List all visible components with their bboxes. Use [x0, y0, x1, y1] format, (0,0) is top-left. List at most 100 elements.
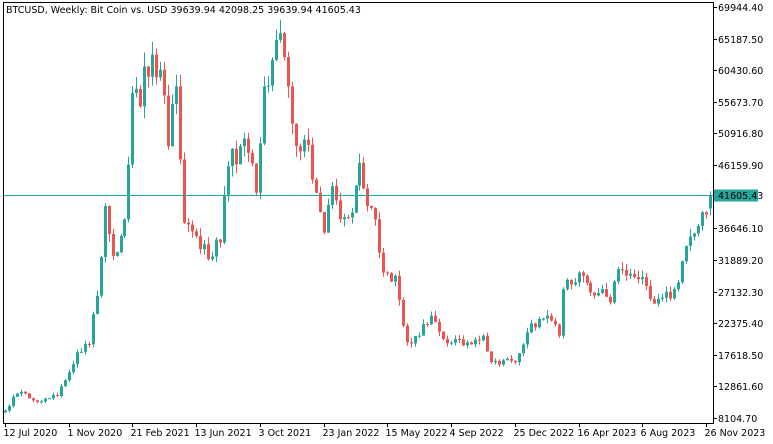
- candle-bull: [231, 148, 234, 167]
- x-tick-label: 12 Jul 2020: [4, 428, 58, 439]
- candle-bear: [187, 222, 190, 225]
- candle-bull: [64, 380, 67, 387]
- y-tick-label: 8104.70: [718, 414, 757, 425]
- candle-bear: [183, 159, 186, 223]
- candle-bear: [56, 394, 59, 397]
- candles-group: [4, 19, 712, 413]
- candle-bull: [562, 289, 565, 336]
- candle-bull: [677, 282, 680, 290]
- candle-bull: [135, 88, 138, 94]
- x-tick-label: 23 Jan 2022: [323, 428, 380, 439]
- candle-bear: [311, 144, 314, 180]
- candle-bull: [454, 338, 457, 343]
- candle-bull: [657, 298, 660, 304]
- candle-bear: [446, 338, 449, 344]
- x-tick-label: 3 Oct 2021: [259, 428, 312, 439]
- candle-bear: [386, 272, 389, 274]
- y-tick-label: 22375.40: [718, 319, 763, 330]
- candle-bull: [263, 86, 266, 144]
- candle-bear: [255, 163, 258, 193]
- candle-bear: [621, 269, 624, 271]
- candle-bear: [147, 66, 150, 77]
- x-tick-label: 13 Jun 2021: [195, 428, 252, 439]
- candle-bear: [625, 270, 628, 276]
- candle-bull: [526, 332, 529, 345]
- candle-bull: [20, 391, 23, 394]
- candle-bear: [490, 351, 493, 363]
- candle-bear: [347, 217, 350, 219]
- candle-bull: [267, 85, 270, 87]
- candle-bear: [251, 152, 254, 164]
- x-tick-label: 1 Nov 2020: [68, 428, 123, 439]
- candle-bear: [319, 192, 322, 213]
- candle-bear: [653, 299, 656, 304]
- candle-bear: [609, 296, 612, 303]
- candle-bear: [458, 338, 461, 340]
- candle-bear: [390, 273, 393, 282]
- y-tick-label: 55673.70: [718, 98, 763, 109]
- candle-bull: [104, 206, 107, 258]
- candle-bear: [88, 343, 91, 345]
- candle-bull: [271, 59, 274, 86]
- x-tick-label: 21 Feb 2021: [131, 428, 190, 439]
- candle-bear: [462, 339, 465, 346]
- candle-bull: [414, 336, 417, 344]
- candle-bull: [211, 256, 214, 260]
- candle-bear: [406, 325, 409, 343]
- candle-bear: [307, 139, 310, 145]
- candle-bear: [362, 162, 365, 189]
- candle-bull: [72, 364, 75, 373]
- candle-bull: [597, 292, 600, 296]
- candle-bear: [410, 342, 413, 344]
- candle-bull: [259, 143, 262, 193]
- candle-bull: [203, 244, 206, 250]
- candle-bull: [123, 219, 126, 236]
- x-tick-label: 6 Aug 2023: [641, 428, 696, 439]
- candle-bull: [100, 257, 103, 296]
- candle-bear: [24, 391, 27, 394]
- current-price-label: 41605.43: [718, 191, 763, 202]
- candle-bull: [617, 269, 620, 282]
- candle-bull: [327, 204, 330, 233]
- candle-bull: [52, 394, 55, 399]
- candle-bear: [295, 123, 298, 147]
- candle-bull: [143, 66, 146, 107]
- candle-bear: [163, 69, 166, 96]
- candle-bear: [370, 206, 373, 208]
- candle-bull: [40, 401, 43, 403]
- candle-bear: [219, 239, 222, 243]
- candle-bear: [554, 320, 557, 325]
- candle-bear: [558, 324, 561, 336]
- candle-bull: [275, 39, 278, 60]
- candle-bull: [578, 272, 581, 283]
- candle-bull: [80, 351, 83, 353]
- candle-bear: [179, 86, 182, 160]
- candle-bull: [613, 281, 616, 303]
- candle-bull: [215, 239, 218, 257]
- y-tick-label: 60430.60: [718, 66, 763, 77]
- candle-bear: [669, 291, 672, 299]
- x-tick-label: 15 May 2022: [386, 428, 448, 439]
- candle-bull: [601, 289, 604, 293]
- candle-bull: [351, 212, 354, 218]
- candle-bear: [382, 252, 385, 273]
- x-axis: 12 Jul 2020 1 Nov 2020 21 Feb 2021 13 Jun 2…: [4, 423, 765, 439]
- candle-bear: [36, 400, 39, 403]
- candle-bear: [108, 206, 111, 235]
- candle-bull: [48, 398, 51, 400]
- candle-bull: [358, 162, 361, 186]
- candle-bull: [661, 297, 664, 299]
- candle-bull: [466, 342, 469, 346]
- candle-bear: [637, 277, 640, 280]
- candle-bull: [116, 252, 119, 256]
- candle-bear: [247, 138, 250, 153]
- candle-bull: [16, 393, 19, 397]
- candle-bear: [633, 273, 636, 278]
- candle-bear: [593, 292, 596, 296]
- candle-bull: [566, 279, 569, 290]
- candle-bull: [120, 235, 123, 253]
- candle-bull: [243, 138, 246, 147]
- candle-bull: [12, 396, 15, 406]
- candle-bull: [693, 233, 696, 237]
- candle-bull: [538, 319, 541, 328]
